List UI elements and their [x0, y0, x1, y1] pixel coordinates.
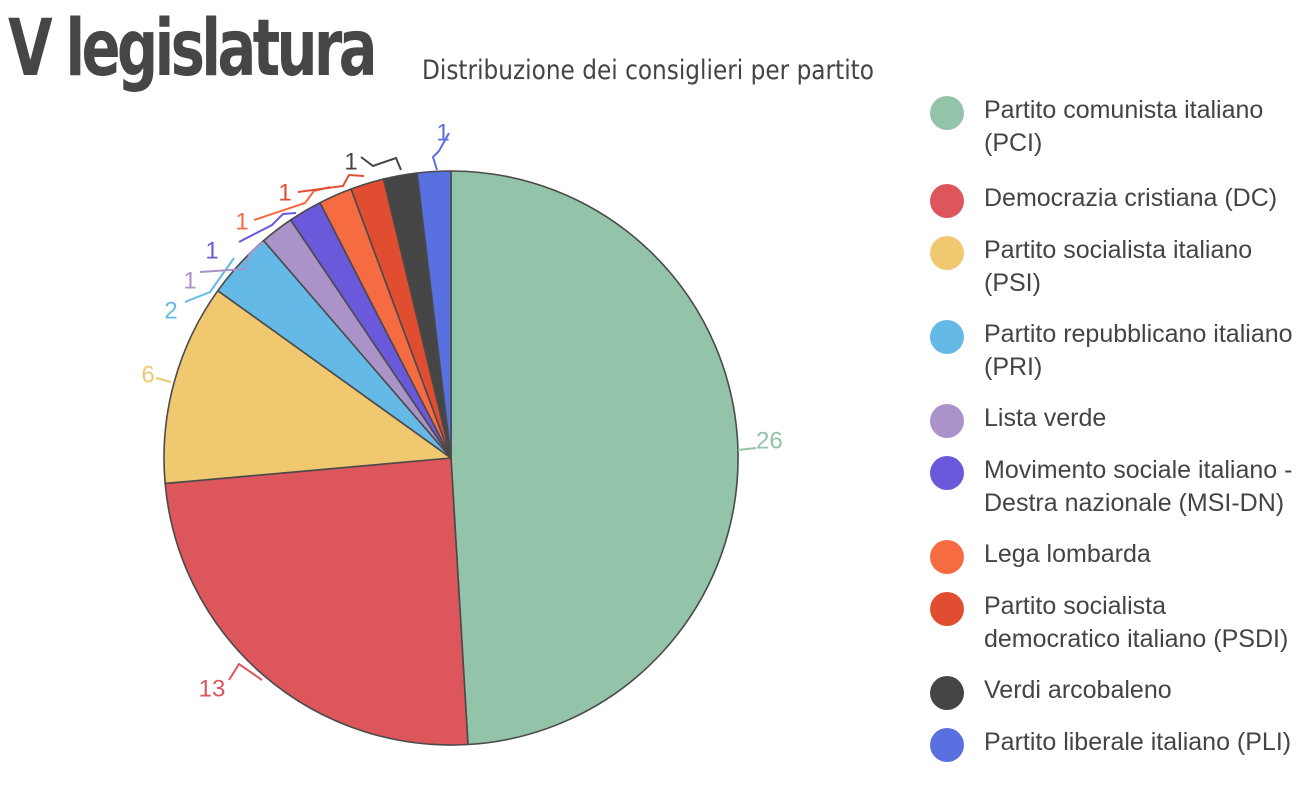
legend-label: Verdi arcobaleno — [984, 676, 1172, 704]
legend-swatch — [930, 184, 964, 218]
legend-item-democrazia-cristiana: Democrazia cristiana (DC) — [930, 182, 1302, 218]
pie-slice-partito-socialista-italiano — [163, 289, 452, 485]
legend-label: Partito socialista italiano (PSI) — [984, 236, 1253, 297]
legend-label: Partito socialista democratico italiano … — [984, 592, 1289, 653]
legend-swatch — [930, 236, 964, 270]
legend-label: Lista verde — [984, 404, 1107, 432]
legend-swatch — [930, 540, 964, 574]
pie-slice-democrazia-cristiana — [164, 457, 469, 746]
chart-title: V legislatura — [8, 4, 378, 94]
data-label-movimento-sociale-italiano-destra-nazionale: 1 — [205, 237, 218, 264]
legend-label: Partito comunista italiano (PCI) — [984, 96, 1264, 157]
leader-line-partito-liberale-italiano — [431, 132, 450, 171]
legend-label: Democrazia cristiana (DC) — [984, 184, 1278, 212]
legend-item-partito-repubblicano-italiano: Partito repubblicano italiano (PRI) — [930, 318, 1302, 384]
data-label-lista-verde: 1 — [183, 267, 196, 294]
legend-label: Partito repubblicano italiano (PRI) — [984, 320, 1293, 381]
data-label-lega-lombarda: 1 — [235, 208, 248, 235]
pie-slice-partito-comunista-italiano — [450, 170, 739, 746]
legend-item-verdi-arcobaleno: Verdi arcobaleno — [930, 674, 1302, 710]
leader-line-democrazia-cristiana — [228, 662, 263, 681]
legend-swatch — [930, 320, 964, 354]
pie-slices — [163, 170, 739, 746]
legend-swatch — [930, 96, 964, 130]
chart-subtitle: Distribuzione dei consiglieri per partit… — [422, 55, 874, 86]
legend-item-movimento-sociale-italiano-destra-nazionale: Movimento sociale italiano - Destra nazi… — [930, 454, 1302, 520]
leader-line-movimento-sociale-italiano-destra-nazionale — [238, 212, 297, 243]
legend-item-lega-lombarda: Lega lombarda — [930, 538, 1302, 574]
legend-label: Movimento sociale italiano - Destra nazi… — [984, 456, 1293, 517]
leader-line-verdi-arcobaleno — [360, 156, 402, 171]
leader-line-lista-verde — [199, 241, 264, 273]
pie-leader-lines — [155, 132, 757, 681]
data-label-partito-comunista-italiano: 26 — [756, 427, 783, 454]
legend-swatch — [930, 592, 964, 626]
leader-line-partito-socialista-italiano — [155, 377, 172, 383]
data-label-partito-repubblicano-italiano: 2 — [164, 297, 177, 324]
legend-swatch — [930, 404, 964, 438]
data-label-partito-socialista-democratico-italiano: 1 — [278, 179, 291, 206]
legend-item-lista-verde: Lista verde — [930, 402, 1302, 438]
leader-line-partito-comunista-italiano — [737, 447, 757, 451]
legend-swatch — [930, 728, 964, 762]
legend-swatch — [930, 676, 964, 710]
pie-slice-partito-liberale-italiano — [416, 170, 452, 459]
data-label-verdi-arcobaleno: 1 — [344, 148, 357, 175]
data-label-partito-liberale-italiano: 1 — [436, 119, 449, 146]
legend-item-partito-socialista-italiano: Partito socialista italiano (PSI) — [930, 234, 1302, 300]
leader-line-partito-socialista-democratico-italiano — [297, 173, 365, 193]
legend-label: Partito liberale italiano (PLI) — [984, 728, 1292, 756]
data-label-democrazia-cristiana: 13 — [199, 675, 226, 702]
legend-item-partito-liberale-italiano: Partito liberale italiano (PLI) — [930, 726, 1302, 762]
legend-swatch — [930, 456, 964, 490]
data-label-partito-socialista-italiano: 6 — [141, 361, 154, 388]
legend-label: Lega lombarda — [984, 540, 1151, 568]
legend-item-partito-comunista-italiano: Partito comunista italiano (PCI) — [930, 94, 1302, 160]
legend-item-partito-socialista-democratico-italiano: Partito socialista democratico italiano … — [930, 590, 1302, 656]
